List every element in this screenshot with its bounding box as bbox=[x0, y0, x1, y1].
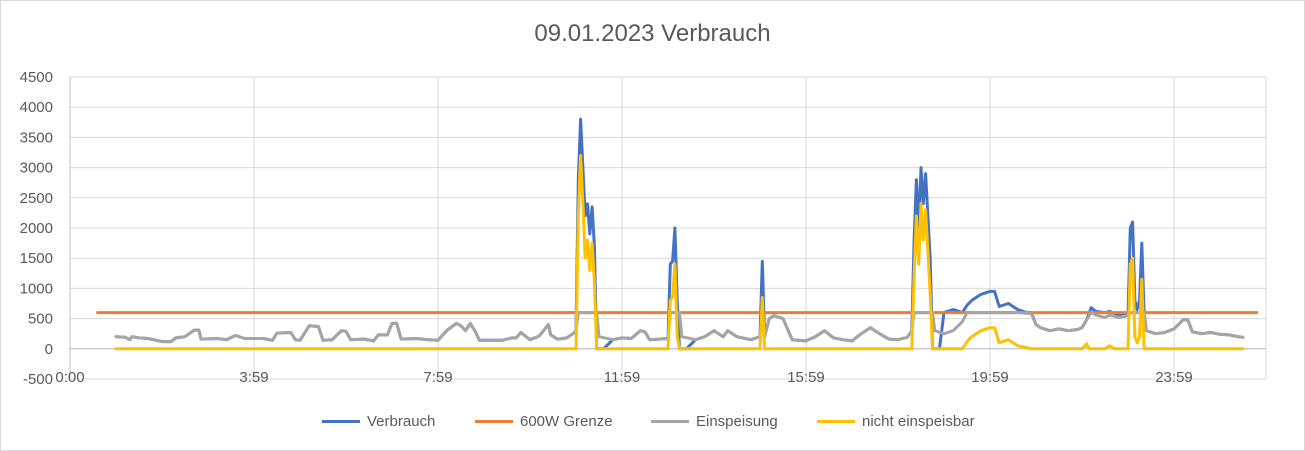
x-tick-label: 11:59 bbox=[604, 369, 640, 386]
x-tick-label: 19:59 bbox=[971, 369, 1009, 386]
y-tick-label: 4500 bbox=[20, 69, 53, 86]
y-tick-label: 2500 bbox=[20, 190, 53, 207]
chart-legend: Verbrauch 600W Grenze Einspeisung nicht … bbox=[0, 410, 1305, 432]
legend-label-verbrauch: Verbrauch bbox=[367, 412, 436, 430]
legend-swatch-nicht-einspeisbar bbox=[817, 419, 855, 423]
legend-label-600w-grenze: 600W Grenze bbox=[520, 412, 613, 430]
y-tick-label: 3500 bbox=[20, 129, 53, 146]
y-tick-label: 1500 bbox=[20, 250, 53, 267]
legend-item-verbrauch: Verbrauch bbox=[322, 410, 435, 432]
legend-swatch-verbrauch bbox=[322, 419, 360, 423]
y-tick-label: 3000 bbox=[20, 160, 53, 177]
x-tick-label: 23:59 bbox=[1155, 369, 1193, 386]
legend-label-einspeisung: Einspeisung bbox=[696, 412, 778, 430]
y-tick-label: 500 bbox=[28, 311, 53, 328]
series-line-nicht-einspeisbar bbox=[114, 154, 1245, 351]
chart-title: 09.01.2023 Verbrauch bbox=[534, 20, 771, 47]
x-tick-label: 0:00 bbox=[55, 369, 84, 386]
x-tick-label: 15:59 bbox=[787, 369, 825, 386]
y-tick-label: 1000 bbox=[20, 280, 53, 297]
x-tick-label: 7:59 bbox=[423, 369, 452, 386]
legend-swatch-600w-grenze bbox=[475, 419, 513, 423]
x-tick-label: 3:59 bbox=[239, 369, 268, 386]
legend-item-nicht-einspeisbar: nicht einspeisbar bbox=[817, 410, 975, 432]
y-tick-label: 2000 bbox=[20, 220, 53, 237]
legend-label-nicht-einspeisbar: nicht einspeisbar bbox=[862, 412, 975, 430]
legend-item-600w-grenze: 600W Grenze bbox=[475, 410, 613, 432]
legend-item-einspeisung: Einspeisung bbox=[651, 410, 778, 432]
y-tick-label: -500 bbox=[23, 371, 53, 388]
y-tick-label: 0 bbox=[45, 341, 53, 358]
legend-swatch-einspeisung bbox=[651, 419, 689, 423]
y-tick-label: 4000 bbox=[20, 99, 53, 116]
